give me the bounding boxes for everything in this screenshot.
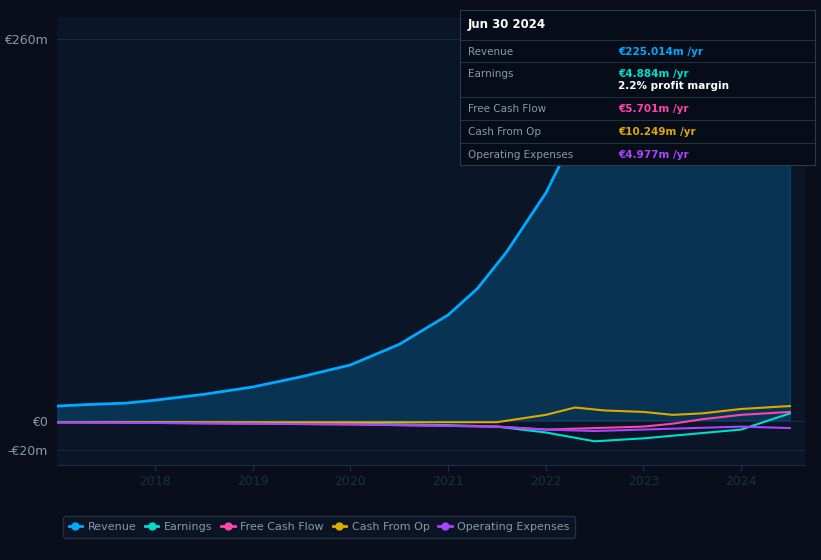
Text: 2.2% profit margin: 2.2% profit margin: [618, 81, 729, 91]
Legend: Revenue, Earnings, Free Cash Flow, Cash From Op, Operating Expenses: Revenue, Earnings, Free Cash Flow, Cash …: [63, 516, 576, 538]
Text: €10.249m /yr: €10.249m /yr: [618, 127, 695, 137]
Text: Cash From Op: Cash From Op: [468, 127, 541, 137]
Text: Earnings: Earnings: [468, 69, 513, 79]
Text: Jun 30 2024: Jun 30 2024: [468, 18, 546, 31]
Text: Operating Expenses: Operating Expenses: [468, 150, 573, 160]
Text: €225.014m /yr: €225.014m /yr: [618, 47, 703, 57]
Text: €5.701m /yr: €5.701m /yr: [618, 104, 689, 114]
Text: €4.977m /yr: €4.977m /yr: [618, 150, 689, 160]
Text: Revenue: Revenue: [468, 47, 513, 57]
Text: Free Cash Flow: Free Cash Flow: [468, 104, 546, 114]
Text: €4.884m /yr: €4.884m /yr: [618, 69, 689, 79]
